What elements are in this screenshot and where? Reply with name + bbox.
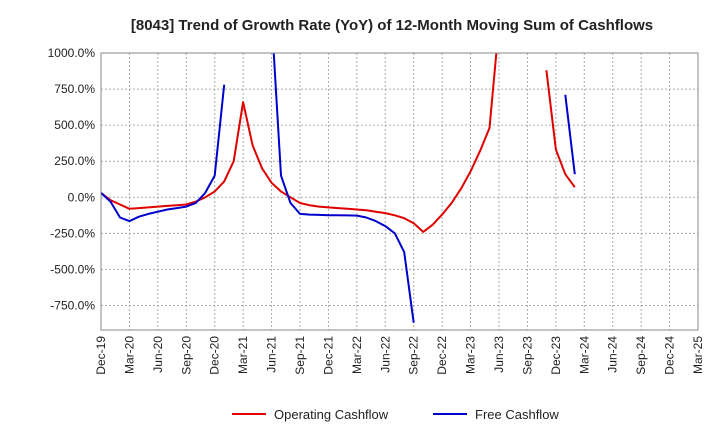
x-tick-label: Dec-22 [435, 336, 449, 375]
x-tick-label: Jun-21 [265, 336, 279, 373]
y-tick-label: 250.0% [54, 154, 95, 168]
x-tick-label: Mar-24 [577, 336, 591, 374]
x-tick-label: Jun-22 [378, 336, 392, 373]
y-tick-label: 750.0% [54, 82, 95, 96]
x-tick-label: Sep-23 [520, 336, 534, 375]
series-line-free-cashflow [101, 53, 576, 323]
grid [100, 52, 699, 330]
y-tick-label: -250.0% [50, 226, 95, 240]
x-tick-label: Mar-25 [691, 336, 705, 374]
y-tick-label: 1000.0% [48, 46, 96, 60]
legend: Operating Cashflow Free Cashflow [232, 407, 559, 422]
y-tick-label: 0.0% [68, 190, 96, 204]
x-tick-label: Jun-23 [492, 336, 506, 373]
series-line-operating-cashflow [101, 53, 576, 233]
x-tick-label: Mar-23 [464, 336, 478, 374]
x-tick-label: Mar-20 [122, 336, 136, 374]
x-tick-label: Dec-23 [549, 336, 563, 375]
x-tick-label: Mar-22 [350, 336, 364, 374]
legend-label-free-cashflow: Free Cashflow [475, 407, 559, 422]
y-tick-label: 500.0% [54, 118, 95, 132]
x-tick-label: Dec-21 [321, 336, 335, 375]
x-tick-label: Dec-24 [663, 336, 677, 375]
x-tick-label: Mar-21 [236, 336, 250, 374]
series-layer [101, 53, 576, 323]
y-axis: 1000.0% 750.0% 500.0% 250.0% 0.0% -250.0% -500… [48, 46, 96, 312]
x-tick-label: Sep-21 [293, 336, 307, 375]
y-tick-label: -750.0% [50, 298, 95, 312]
x-axis: Dec-19 Mar-20 Jun-20 Sep-20 Dec-20 Mar-21 Jun-… [94, 336, 705, 375]
legend-label-operating-cashflow: Operating Cashflow [274, 407, 389, 422]
x-tick-label: Dec-20 [208, 336, 222, 375]
x-tick-label: Sep-20 [179, 336, 193, 375]
plot-area [100, 52, 699, 331]
chart-title: [8043] Trend of Growth Rate (YoY) of 12-… [131, 17, 653, 34]
x-tick-label: Jun-20 [151, 336, 165, 373]
x-tick-label: Sep-24 [634, 336, 648, 375]
x-tick-label: Jun-24 [606, 336, 620, 373]
x-tick-label: Dec-19 [94, 336, 108, 375]
x-tick-label: Sep-22 [407, 336, 421, 375]
y-tick-label: -500.0% [50, 262, 95, 276]
